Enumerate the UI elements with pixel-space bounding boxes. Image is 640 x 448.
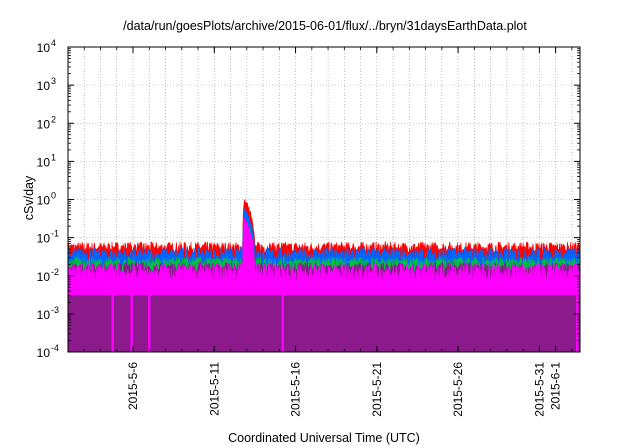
x-tick-label: 2015-5-21 — [370, 362, 384, 417]
x-axis-ticks: 2015-5-6 2015-5-11 2015-5-16 2015-5-21 2015-… — [83, 47, 573, 417]
x-tick-label: 2015-5-26 — [451, 362, 465, 417]
y-tick-exponent: 0 — [51, 191, 56, 201]
series-4-floor — [68, 293, 580, 296]
series-4-area — [67, 217, 581, 294]
y-tick-base: 10 — [37, 232, 51, 246]
y-tick-label: 10 — [37, 155, 51, 169]
y-tick-base: 10 — [37, 41, 51, 55]
y-tick-label: 10 — [37, 79, 51, 93]
y-tick-base: 10 — [37, 270, 51, 284]
y-tick-base: 10 — [37, 194, 51, 208]
y-tick-exponent: -3 — [51, 305, 59, 315]
dropout-0 — [111, 293, 114, 352]
y-tick-label: 10 — [37, 41, 51, 55]
y-tick-exponent: 1 — [51, 152, 56, 162]
y-tick-label: 10 — [37, 194, 51, 208]
y-tick-label: 10 — [37, 270, 51, 284]
y-tick-label: 10 — [37, 346, 51, 360]
y-tick-base: 10 — [37, 79, 51, 93]
y-tick-exponent: -4 — [51, 343, 59, 353]
x-tick-label: 2015-5-6 — [126, 362, 140, 410]
y-tick-exponent: 3 — [51, 76, 56, 86]
y-tick-exponent: -1 — [51, 229, 59, 239]
x-axis-label: Coordinated Universal Time (UTC) — [228, 431, 420, 445]
x-tick-label: 2015-5-16 — [289, 362, 303, 417]
dropout-1 — [130, 293, 133, 352]
y-tick-exponent: -2 — [51, 267, 59, 277]
dropout-2 — [148, 293, 151, 352]
y-tick-exponent: 2 — [51, 114, 56, 124]
y-tick-label: 10 — [37, 117, 51, 131]
x-tick-label: 2015-5-11 — [207, 362, 221, 416]
y-tick-label: 10 — [37, 308, 51, 322]
dropout-3 — [281, 293, 284, 352]
chart-title: /data/run/goesPlots/archive/2015-06-01/f… — [123, 19, 527, 33]
x-tick-label: 2015-5-31 — [532, 362, 546, 417]
x-tick-label: 2015-6-1 — [549, 362, 563, 410]
series-area — [67, 198, 581, 353]
y-axis-label: cSv/day — [22, 175, 36, 220]
y-tick-exponent: 4 — [51, 38, 56, 48]
y-tick-base: 10 — [37, 346, 51, 360]
y-tick-base: 10 — [37, 155, 51, 169]
y-tick-base: 10 — [37, 117, 51, 131]
y-tick-label: 10 — [37, 232, 51, 246]
y-tick-base: 10 — [37, 308, 51, 322]
